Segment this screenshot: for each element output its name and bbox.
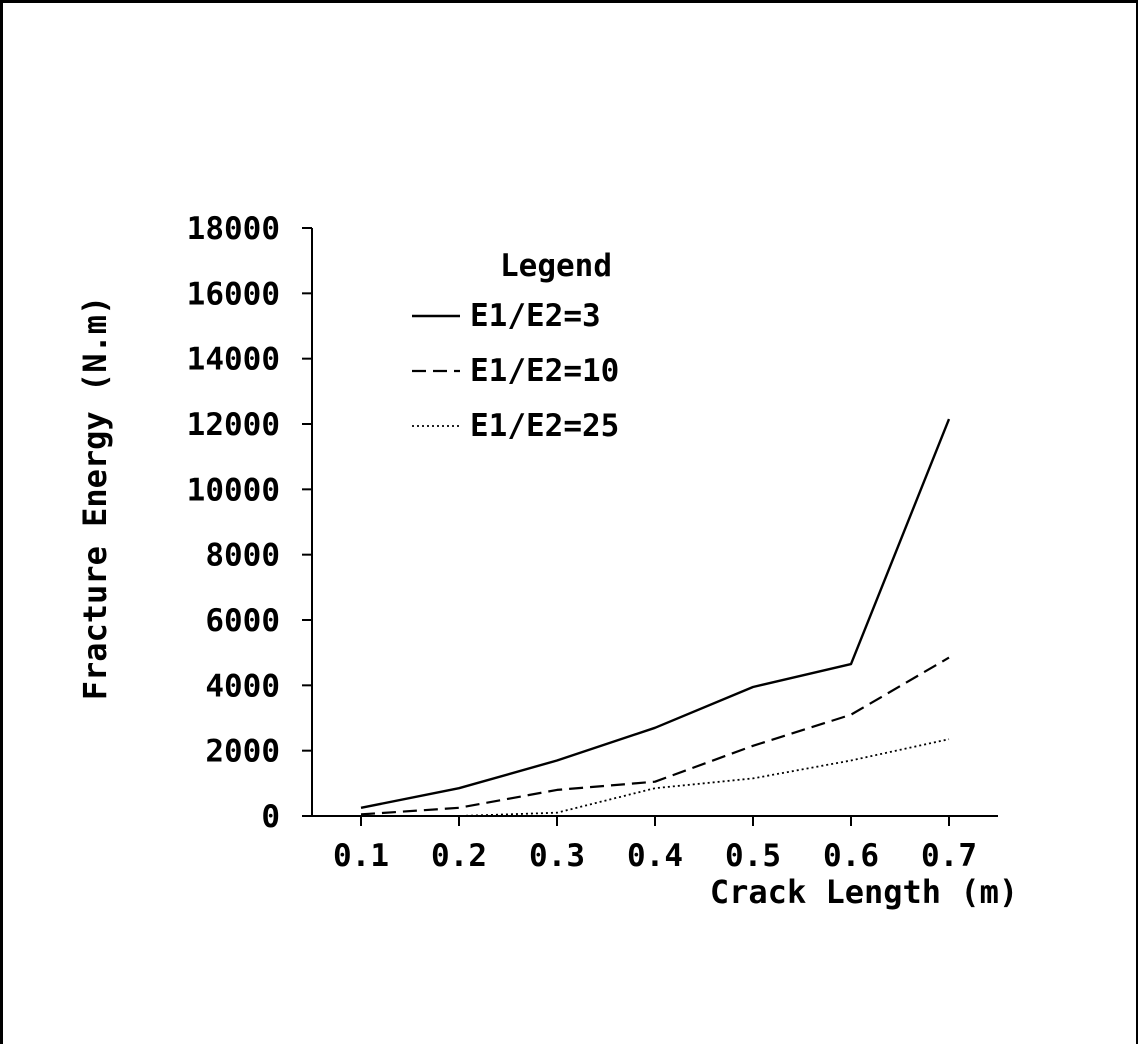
- y-tick-label: 0: [261, 799, 280, 835]
- series-line-2: [360, 656, 950, 816]
- series-lines: [360, 418, 951, 817]
- series-line-1: [360, 418, 951, 809]
- series-line-3: [361, 738, 950, 817]
- y-tick-label: 2000: [205, 734, 280, 770]
- x-axis-label: Crack Length (m): [710, 873, 1018, 911]
- y-tick-label: 18000: [187, 211, 280, 247]
- x-tick-label: 0.4: [627, 838, 683, 874]
- legend-label-2: E1/E2=10: [470, 353, 619, 389]
- x-tick-label: 0.1: [333, 838, 389, 874]
- legend: Legend E1/E2=3 E1/E2=10 E1/E2=25: [412, 248, 619, 444]
- x-tick-label: 0.3: [529, 838, 585, 874]
- x-axis-ticks: 0.1 0.2 0.3 0.4 0.5 0.6 0.7: [333, 816, 977, 874]
- y-tick-label: 4000: [205, 668, 280, 704]
- y-axis-ticks: 0 2000 4000 6000 8000 10000 12000 14000 16000 180…: [187, 211, 312, 835]
- x-tick-label: 0.2: [431, 838, 487, 874]
- y-tick-label: 14000: [187, 342, 280, 378]
- x-tick-label: 0.5: [725, 838, 781, 874]
- y-tick-label: 12000: [187, 407, 280, 443]
- y-tick-label: 10000: [187, 472, 280, 508]
- y-tick-label: 6000: [205, 603, 280, 639]
- legend-label-1: E1/E2=3: [470, 298, 601, 334]
- y-axis-label: Fracture Energy (N.m): [76, 296, 114, 701]
- x-tick-label: 0.6: [823, 838, 879, 874]
- y-tick-label: 8000: [205, 538, 280, 574]
- x-tick-label: 0.7: [921, 838, 977, 874]
- y-tick-label: 16000: [187, 276, 280, 312]
- legend-label-3: E1/E2=25: [470, 408, 619, 444]
- legend-title: Legend: [500, 248, 612, 284]
